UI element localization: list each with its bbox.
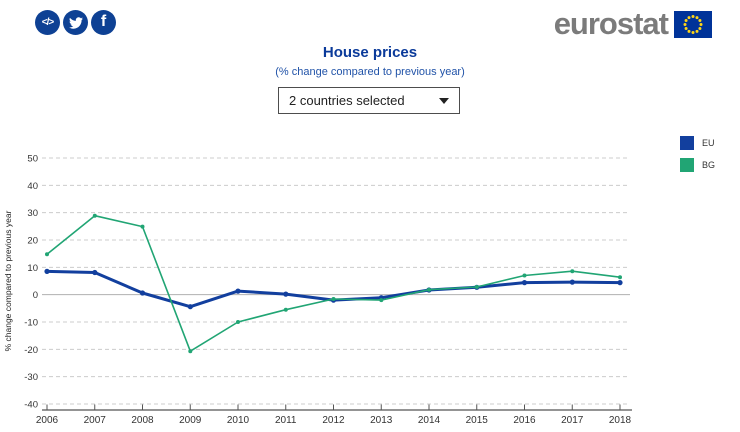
eu-flag-star: [687, 15, 691, 19]
y-tick-label: 10: [27, 263, 38, 274]
data-point-eu-2009[interactable]: [187, 304, 193, 310]
legend-label: BG: [702, 160, 716, 170]
data-point-bg-2011[interactable]: [283, 307, 288, 312]
eu-flag-star: [699, 22, 703, 26]
data-point-eu-2006[interactable]: [44, 268, 50, 274]
data-point-bg-2015[interactable]: [474, 285, 479, 289]
x-tick-label: 2009: [179, 415, 202, 426]
x-tick-label: 2006: [36, 415, 59, 426]
eu-flag-star: [695, 15, 699, 19]
eu-flag-star: [698, 18, 702, 22]
data-point-bg-2014[interactable]: [427, 287, 431, 292]
facebook-icon[interactable]: f: [91, 10, 116, 35]
country-select-value: 2 countries selected: [289, 93, 405, 108]
legend-item-eu[interactable]: EU: [680, 136, 715, 150]
y-tick-label: 20: [27, 236, 38, 247]
page-title: House prices: [322, 44, 418, 61]
eurostat-logo[interactable]: eurostat: [554, 6, 712, 42]
y-tick-label: 30: [27, 208, 38, 219]
data-point-eu-2017[interactable]: [569, 279, 575, 285]
data-point-bg-2009[interactable]: [188, 349, 193, 354]
y-tick-label: 40: [27, 181, 38, 192]
y-tick-label: -30: [24, 372, 38, 383]
eu-flag-icon: [674, 10, 712, 38]
twitter-icon[interactable]: [63, 10, 88, 35]
data-point-eu-2011[interactable]: [283, 291, 289, 297]
eu-flag-star: [691, 30, 695, 34]
y-tick-label: 0: [33, 290, 38, 301]
data-point-bg-2017[interactable]: [570, 269, 575, 274]
x-tick-label: 2012: [322, 415, 345, 426]
eu-flag-star: [691, 14, 695, 18]
y-tick-label: 50: [27, 154, 38, 165]
data-point-bg-2007[interactable]: [92, 213, 97, 218]
data-point-bg-2012[interactable]: [331, 297, 336, 301]
x-tick-label: 2013: [370, 415, 393, 426]
eu-flag-star: [687, 29, 691, 33]
chevron-down-icon: [439, 97, 449, 104]
legend-swatch-bg: [680, 158, 694, 172]
code-icon[interactable]: </>: [35, 10, 60, 35]
x-tick-label: 2014: [418, 415, 441, 426]
data-point-eu-2018[interactable]: [617, 280, 623, 286]
legend-item-bg[interactable]: BG: [680, 158, 715, 172]
eu-flag-star: [684, 26, 688, 30]
data-point-bg-2018[interactable]: [618, 275, 622, 280]
x-tick-label: 2007: [84, 415, 107, 426]
data-point-eu-2010[interactable]: [235, 288, 241, 294]
data-point-bg-2016[interactable]: [522, 273, 527, 278]
data-point-bg-2008[interactable]: [140, 224, 145, 229]
x-tick-label: 2011: [275, 415, 297, 426]
eu-flag-star: [698, 26, 702, 30]
country-select-dropdown[interactable]: 2 countries selected: [278, 87, 460, 114]
eurostat-logo-text: eurostat: [553, 6, 669, 41]
chart-legend: EU BG: [680, 136, 715, 172]
x-tick-label: 2016: [513, 415, 536, 426]
eu-flag-star: [695, 29, 699, 33]
page-subtitle: (% change compared to previous year): [275, 66, 465, 78]
data-point-bg-2010[interactable]: [236, 320, 240, 324]
legend-label: EU: [702, 138, 715, 148]
data-point-eu-2007[interactable]: [92, 269, 98, 276]
x-tick-label: 2010: [227, 415, 250, 426]
y-tick-label: -40: [24, 400, 38, 411]
y-tick-label: -10: [24, 318, 38, 329]
y-axis-title: % change compared to previous year: [3, 210, 13, 351]
social-icons: </> f: [35, 10, 116, 35]
x-tick-label: 2008: [131, 415, 154, 426]
x-tick-label: 2018: [609, 415, 632, 426]
x-tick-label: 2017: [561, 415, 584, 426]
data-point-bg-2013[interactable]: [379, 298, 384, 303]
data-point-eu-2008[interactable]: [139, 290, 146, 296]
data-point-eu-2016[interactable]: [521, 280, 528, 286]
eu-flag-star: [683, 22, 687, 26]
x-tick-label: 2015: [466, 415, 489, 426]
y-tick-label: -20: [24, 345, 38, 356]
data-point-bg-2006[interactable]: [45, 252, 49, 257]
legend-swatch-eu: [680, 136, 694, 150]
eu-flag-star: [684, 18, 688, 22]
